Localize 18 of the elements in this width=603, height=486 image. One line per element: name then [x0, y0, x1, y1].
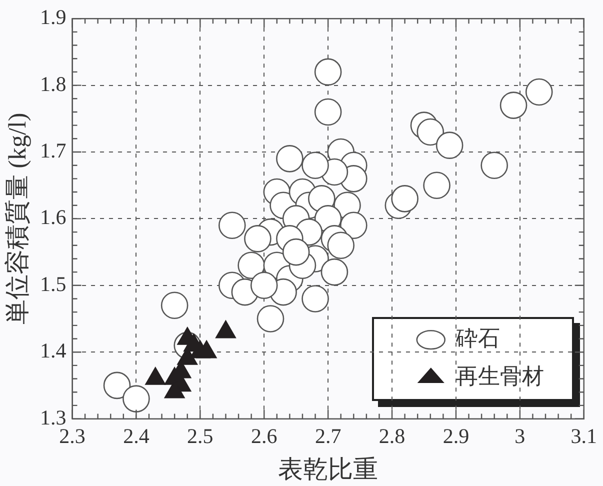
legend-label: 砕石	[454, 326, 500, 351]
x-axis-title: 表乾比重	[278, 456, 378, 484]
x-tick-label: 2.5	[187, 424, 214, 448]
y-tick-label: 1.9	[40, 5, 66, 30]
legend-label: 再生骨材	[456, 364, 544, 389]
y-tick-label: 1.5	[40, 272, 66, 296]
y-tick-label: 1.4	[40, 338, 67, 363]
x-tick-label: 2.9	[442, 424, 470, 448]
y-tick-label: 1.6	[40, 205, 66, 230]
x-tick-label: 2.8	[378, 424, 406, 448]
x-tick-label: 2.6	[250, 424, 278, 448]
x-tick-label: 2.4	[123, 424, 150, 448]
x-tick-label: 2.7	[314, 424, 342, 448]
y-tick-label: 1.8	[40, 72, 66, 96]
y-tick-label: 1.7	[40, 138, 66, 163]
y-axis-title: 単位容積質量 (kg/l)	[4, 112, 32, 325]
x-tick-label: 3.1	[570, 424, 597, 448]
x-tick-label: 3	[514, 424, 526, 448]
